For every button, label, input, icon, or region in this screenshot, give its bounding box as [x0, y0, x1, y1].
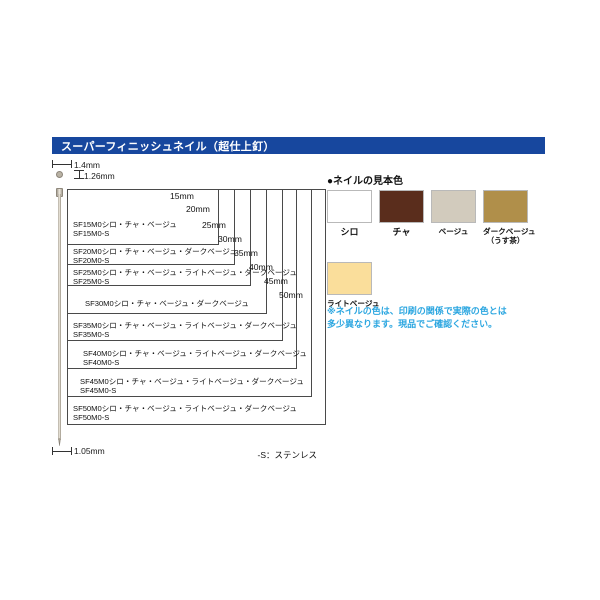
width-dimension-mark-top: [52, 160, 72, 168]
swatch-label: ダークベージュ: [483, 227, 536, 236]
swatch-chip: [431, 190, 476, 223]
product-code-primary: SF50M0シロ・チャ・ベージュ・ライトベージュ・ダークベージュ: [73, 404, 298, 413]
length-label-25mm: 25mm: [202, 220, 226, 230]
swatch-label: チャ: [392, 227, 411, 237]
product-code-primary: SF40M0シロ・チャ・ベージュ・ライトベージュ・ダークベージュ: [83, 349, 308, 358]
product-row-25mm: SF25M0シロ・チャ・ベージュ・ライトベージュ・ダークベージュ SF25M0-…: [73, 268, 297, 287]
length-label-40mm: 40mm: [249, 262, 273, 272]
length-label-15mm: 15mm: [170, 191, 194, 201]
nail-illustration: [55, 188, 64, 446]
swatch-label: ライトベージュ: [327, 299, 380, 308]
product-code-primary: SF20M0シロ・チャ・ベージュ・ダークベージュ: [73, 247, 237, 256]
nail-shank: [58, 194, 61, 440]
length-label-20mm: 20mm: [186, 204, 210, 214]
product-code-primary: SF45M0シロ・チャ・ベージュ・ライトベージュ・ダークベージュ: [80, 377, 305, 386]
gauge-width-label: 1.4mm: [74, 160, 100, 170]
product-code-primary: SF15M0シロ・チャ・ベージュ: [73, 220, 177, 229]
nail-tip: [58, 438, 61, 446]
product-row-15mm: SF15M0シロ・チャ・ベージュ SF15M0-S: [73, 220, 177, 239]
swatch-label: シロ: [340, 227, 359, 237]
product-code-primary: SF35M0シロ・チャ・ベージュ・ライトベージュ・ダークベージュ: [73, 321, 298, 330]
dimension-line-icon: [52, 451, 72, 452]
dimension-line-icon: [52, 164, 72, 165]
section-title-bar: スーパーフィニッシュネイル（超仕上釘）: [52, 137, 545, 154]
width-dimension-mark-bottom: [52, 447, 72, 455]
product-code-stainless: SF15M0-S: [73, 229, 110, 239]
product-row-20mm: SF20M0シロ・チャ・ベージュ・ダークベージュ SF20M0-S: [73, 247, 237, 266]
color-swatch-row-1: シロ チャ ベージュ ダークベージュ （うす茶）: [327, 190, 535, 246]
product-code-stainless: SF20M0-S: [73, 256, 110, 266]
product-code-primary: SF25M0シロ・チャ・ベージュ・ライトベージュ・ダークベージュ: [73, 268, 298, 277]
product-row-30mm: SF30M0シロ・チャ・ベージュ・ダークベージュ: [67, 299, 267, 308]
swatch-label: ベージュ: [438, 227, 469, 236]
color-swatch-shiro: シロ: [327, 190, 372, 246]
color-swatch-dark-beige: ダークベージュ （うす茶）: [483, 190, 536, 246]
page-title: スーパーフィニッシュネイル（超仕上釘）: [61, 140, 275, 153]
length-label-35mm: 35mm: [234, 248, 258, 258]
swatch-chip: [327, 190, 372, 223]
gauge-bottom-label: 1.05mm: [74, 446, 105, 456]
swatch-chip: [379, 190, 424, 223]
nail-head-circle-icon: [56, 171, 63, 178]
swatch-chip: [483, 190, 528, 223]
swatch-sublabel: （うす茶）: [486, 236, 525, 246]
note-line-1: ※ネイルの色は、印刷の関係で実際の色とは: [327, 306, 507, 316]
product-code-primary: SF30M0シロ・チャ・ベージュ・ダークベージュ: [85, 299, 249, 308]
color-swatch-row-2: ライトベージュ: [327, 262, 402, 308]
product-row-45mm: SF45M0シロ・チャ・ベージュ・ライトベージュ・ダークベージュ SF45M0-…: [80, 377, 304, 396]
swatch-chip: [327, 262, 372, 295]
color-swatch-light-beige: ライトベージュ: [327, 262, 395, 308]
color-panel-title: ●ネイルの見本色: [327, 176, 404, 187]
product-row-35mm: SF35M0シロ・チャ・ベージュ・ライトベージュ・ダークベージュ SF35M0-…: [73, 321, 297, 340]
color-disclaimer-note: ※ネイルの色は、印刷の関係で実際の色とは 多少異なります。現品でご確認ください。: [327, 305, 507, 331]
length-box-50mm: [67, 189, 326, 425]
product-code-stainless: SF25M0-S: [73, 277, 110, 287]
gauge-head-label: 1.26mm: [84, 171, 115, 181]
product-code-stainless: SF50M0-S: [73, 413, 110, 423]
length-label-45mm: 45mm: [264, 276, 288, 286]
head-thickness-mark: [74, 170, 84, 179]
nail-dimension-drawing: 1.4mm 1.26mm 15mm 20mm 25mm 30mm 35mm 40…: [52, 158, 326, 463]
color-swatch-beige: ベージュ: [431, 190, 476, 246]
color-swatch-cha: チャ: [379, 190, 424, 246]
stainless-legend: -S：ステンレス: [257, 450, 317, 460]
product-code-stainless: SF40M0-S: [83, 358, 120, 368]
product-code-stainless: SF35M0-S: [73, 330, 110, 340]
length-label-30mm: 30mm: [218, 234, 242, 244]
color-sample-panel: ●ネイルの見本色 シロ チャ ベージュ ダークベージュ （うす茶）: [327, 172, 545, 329]
product-row-40mm: SF40M0シロ・チャ・ベージュ・ライトベージュ・ダークベージュ SF40M0-…: [83, 349, 307, 368]
note-line-2: 多少異なります。現品でご確認ください。: [327, 319, 498, 330]
length-label-50mm: 50mm: [279, 290, 303, 300]
product-code-stainless: SF45M0-S: [80, 386, 117, 396]
product-row-50mm: SF50M0シロ・チャ・ベージュ・ライトベージュ・ダークベージュ SF50M0-…: [73, 404, 297, 423]
